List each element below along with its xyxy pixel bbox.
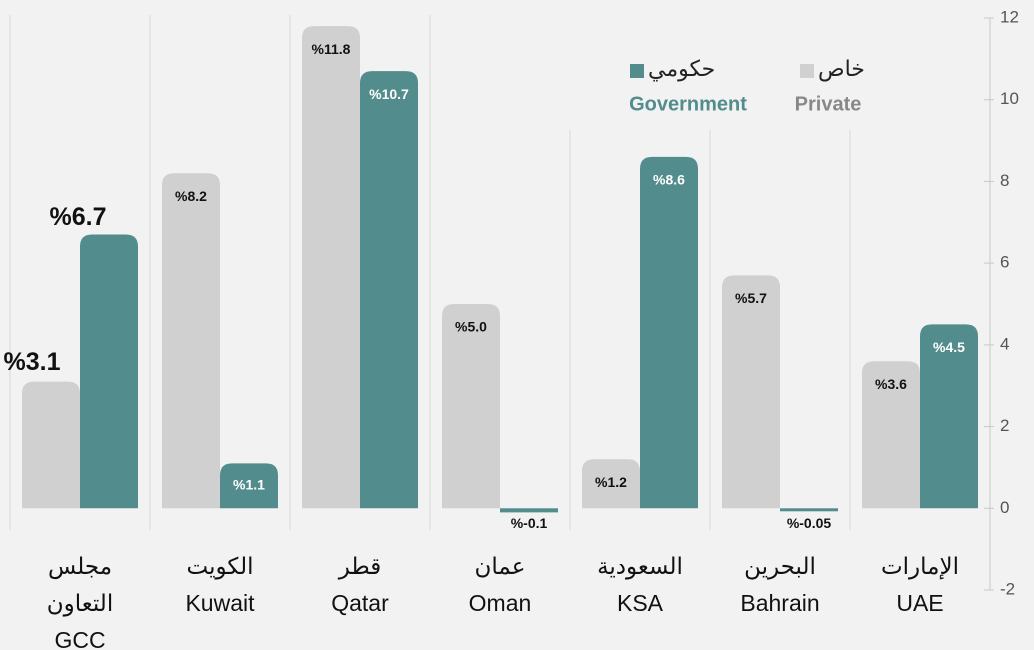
x-tick-label: GCC (54, 627, 105, 650)
x-tick-label: التعاون (47, 590, 113, 617)
x-tick-label: KSA (617, 590, 664, 616)
value-label: %1.2 (595, 474, 627, 490)
legend-label: خاص (818, 56, 865, 82)
value-label: %11.8 (312, 41, 351, 57)
value-label: %5.0 (455, 319, 487, 335)
y-tick-label: 6 (1000, 253, 1009, 272)
bar (80, 234, 138, 509)
x-tick-label: البحرين (744, 553, 816, 580)
x-tick-label: Kuwait (185, 590, 255, 616)
y-tick-label: 2 (1000, 416, 1009, 435)
bar (582, 459, 640, 509)
value-label: %6.7 (50, 203, 107, 231)
bar (722, 275, 780, 509)
legend-swatch (630, 64, 644, 78)
bar (302, 26, 360, 509)
bar (500, 508, 558, 513)
legend-label: Government (629, 93, 747, 115)
value-label: %3.6 (875, 376, 907, 392)
x-tick-label: Bahrain (740, 590, 819, 616)
y-tick-label: 0 (1000, 498, 1009, 517)
value-label: %8.2 (175, 188, 207, 204)
value-label: %8.6 (653, 172, 685, 188)
y-tick-label: 8 (1000, 171, 1009, 190)
bar (640, 156, 698, 509)
y-tick-label: 12 (1000, 7, 1019, 26)
x-tick-label: Qatar (331, 590, 389, 616)
x-tick-label: عمان (475, 553, 526, 579)
value-label: %1.1 (233, 477, 265, 493)
x-tick-label: الإمارات (881, 553, 959, 580)
y-tick-label: -2 (1000, 579, 1015, 598)
value-label: %10.7 (369, 86, 409, 102)
x-tick-label: قطر (338, 553, 382, 580)
bar (22, 381, 80, 509)
bar (920, 324, 978, 509)
separators (9, 15, 851, 530)
bar (220, 463, 278, 509)
value-label: %3.1 (4, 348, 61, 376)
bar (862, 361, 920, 509)
value-label: %4.5 (933, 339, 965, 355)
legend-swatch (800, 64, 814, 78)
value-label: %5.7 (735, 290, 767, 306)
bar (780, 508, 838, 512)
x-tick-label: مجلس (48, 553, 112, 580)
x-tick-label: UAE (896, 590, 943, 616)
y-tick-label: 4 (1000, 334, 1009, 353)
bar (360, 71, 418, 509)
legend-label: حكومي (648, 56, 715, 82)
legend-label: Private (795, 93, 862, 115)
bar (442, 304, 500, 509)
x-tick-label: Oman (469, 590, 532, 616)
x-tick-label: السعودية (597, 553, 683, 580)
value-label: %-0.05 (787, 515, 832, 531)
value-label: %-0.1 (511, 515, 548, 531)
y-tick-label: 10 (1000, 89, 1019, 108)
x-tick-label: الكويت (187, 553, 254, 580)
bar (162, 173, 220, 509)
